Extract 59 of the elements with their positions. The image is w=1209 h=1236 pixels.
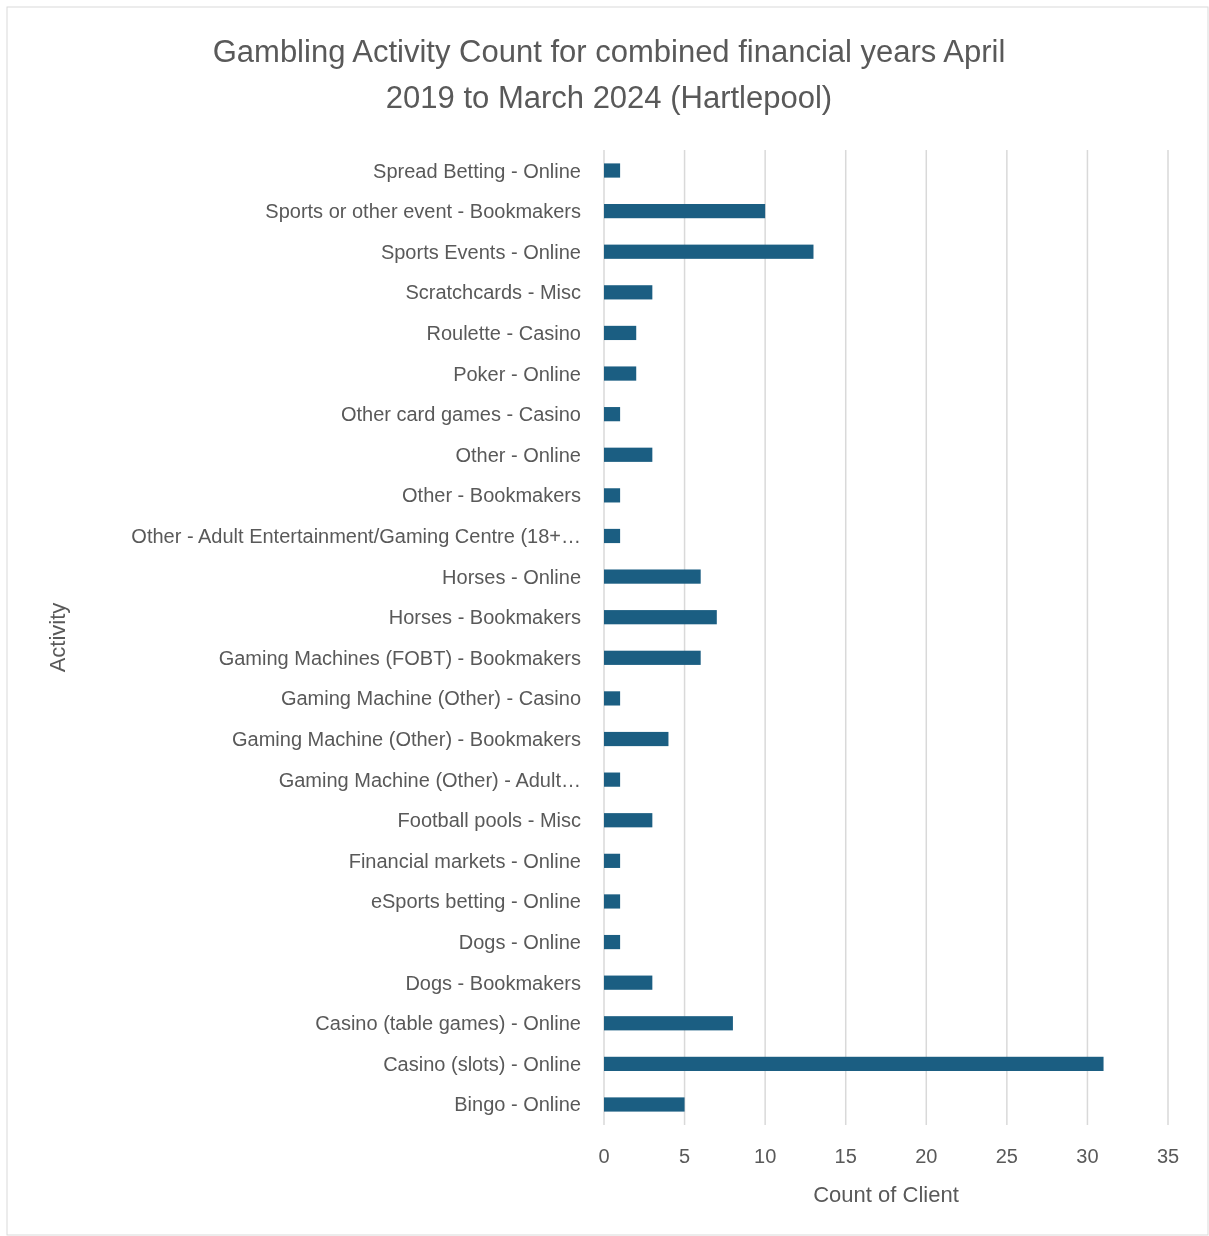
x-tick-label: 15 [834, 1145, 857, 1167]
bar [604, 407, 621, 422]
y-tick-label: Poker - Online [453, 362, 581, 385]
x-tick-label: 5 [679, 1145, 691, 1167]
bar [604, 285, 653, 300]
x-tick-label: 25 [995, 1145, 1018, 1167]
y-tick-label: Casino (table games) - Online [315, 1012, 581, 1035]
bar [604, 772, 621, 787]
x-tick-label: 30 [1076, 1145, 1099, 1167]
bar [604, 1097, 685, 1112]
bar [604, 1056, 1104, 1071]
y-tick-label: Roulette - Casino [426, 321, 581, 344]
y-tick-label: Casino (slots) - Online [383, 1052, 581, 1075]
y-tick-label: Horses - Bookmakers [388, 606, 581, 629]
y-tick-label: Financial markets - Online [348, 849, 581, 872]
bar [604, 325, 637, 341]
y-tick-label: Sports or other event - Bookmakers [265, 200, 581, 223]
bar [604, 853, 621, 868]
bar [604, 244, 814, 259]
bar [604, 163, 621, 178]
x-tick-label: 0 [598, 1145, 610, 1167]
y-tick-label: Other - Online [455, 443, 581, 466]
x-axis-title: Count of Client [813, 1182, 959, 1207]
bar [604, 731, 669, 747]
y-tick-label: Gaming Machine (Other) - Bookmakers [231, 728, 581, 751]
y-tick-label: eSports betting - Online [370, 890, 581, 913]
chart-title: Gambling Activity Count for combined financial years April 2019 to March 2024 (Hartlepool) [212, 34, 1006, 115]
bar [604, 894, 621, 909]
x-tick-label: 20 [915, 1145, 938, 1167]
bar [604, 569, 701, 584]
bar [604, 1016, 733, 1031]
y-tick-label: Football pools - Misc [397, 809, 581, 832]
y-tick-label: Scratchcards - Misc [405, 281, 581, 304]
y-tick-label: Sports Events - Online [380, 240, 581, 263]
y-tick-label: Horses - Online [442, 565, 581, 588]
bar [604, 975, 653, 990]
bar [604, 488, 621, 503]
bar [604, 934, 621, 950]
y-tick-label: Other - Adult Entertainment/Gaming Centre (18+… [131, 524, 581, 547]
y-tick-label: Gaming Machine (Other) - Adult… [278, 768, 581, 791]
bar [604, 447, 653, 462]
bar [604, 691, 621, 706]
bar [604, 610, 717, 625]
y-tick-label: Other - Bookmakers [402, 484, 581, 507]
y-tick-label: Gaming Machines (FOBT) - Bookmakers [218, 646, 581, 669]
y-tick-label: Gaming Machine (Other) - Casino [280, 687, 581, 710]
y-tick-label: Bingo - Online [454, 1093, 581, 1116]
x-tick-label: 10 [754, 1145, 777, 1167]
bar [604, 366, 637, 381]
bar [604, 528, 621, 544]
x-tick-label: 35 [1156, 1145, 1180, 1167]
y-tick-label: Other card games - Casino [340, 403, 581, 426]
y-axis-title: Activity [45, 602, 70, 673]
y-tick-label: Dogs - Online [458, 931, 581, 954]
y-tick-label: Dogs - Bookmakers [405, 971, 581, 994]
y-tick-label: Spread Betting - Online [373, 159, 581, 182]
bar [604, 813, 653, 828]
bar [604, 650, 701, 665]
bar [604, 204, 766, 219]
